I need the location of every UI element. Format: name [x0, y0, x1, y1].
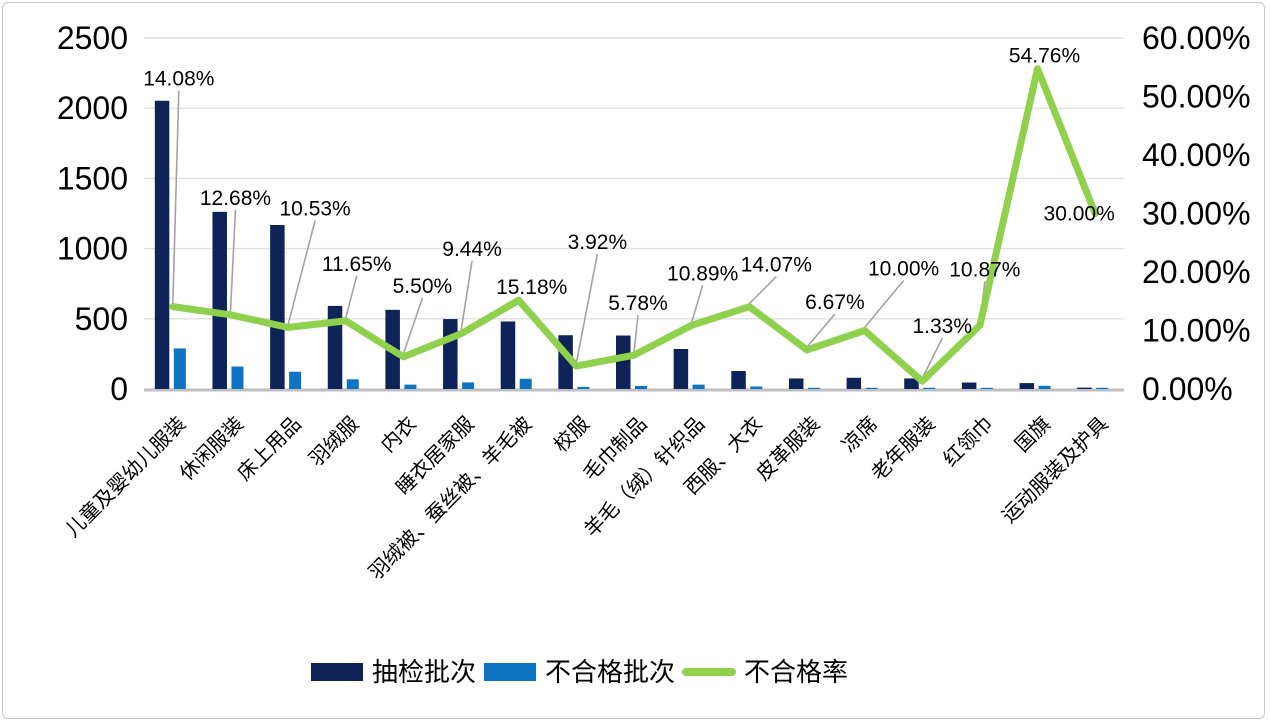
rate-data-label: 10.89% [667, 262, 738, 285]
rate-data-label: 6.67% [805, 291, 865, 314]
right-axis-tick-label: 0.00% [1142, 371, 1233, 407]
legend-swatch-failed [484, 663, 536, 681]
bar-sampled-batches [500, 321, 516, 389]
category-label: 红领巾 [939, 412, 998, 471]
right-axis-tick-label: 50.00% [1142, 79, 1251, 115]
bar-sampled-batches [731, 371, 746, 389]
left-axis-tick-label: 1500 [57, 160, 128, 196]
label-leader-line [460, 260, 473, 331]
bar-failed-batches [519, 378, 532, 389]
bar-failed-batches [1038, 385, 1051, 389]
bar-failed-batches [807, 387, 820, 389]
right-axis-tick-label: 40.00% [1142, 137, 1251, 173]
label-leader-line [575, 253, 599, 364]
bar-failed-batches [346, 379, 359, 389]
right-axis-tick-label: 60.00% [1142, 20, 1251, 56]
bar-sampled-batches [270, 225, 285, 389]
category-label: 内衣 [376, 412, 421, 457]
right-axis-tick-label: 10.00% [1142, 313, 1251, 349]
category-label: 皮革服装 [752, 412, 825, 485]
bar-failed-batches [692, 384, 705, 389]
bar-sampled-batches [904, 378, 919, 389]
left-axis-tick-label: 0 [110, 371, 128, 407]
label-leader-line [172, 90, 180, 304]
bar-failed-batches [577, 386, 590, 389]
category-label: 儿童及婴幼儿服装 [61, 412, 190, 541]
label-leader-line [863, 279, 905, 329]
label-leader-line [690, 285, 704, 323]
bar-line-combo-chart: 0 500 1000 1500 2000 2500 0.00% 10.00% 20.00% 30.… [57, 20, 1251, 687]
bar-sampled-batches [673, 348, 689, 389]
bar-failed-batches [750, 386, 763, 389]
bar-failed-batches [404, 384, 417, 389]
label-leader-line [633, 315, 639, 353]
rate-data-label: 3.92% [568, 231, 628, 254]
bar-failed-batches [865, 387, 878, 389]
rate-data-label: 9.44% [442, 238, 502, 261]
bar-sampled-batches [788, 378, 804, 389]
category-label: 国旗 [1011, 412, 1056, 457]
category-label: 运动服装及护具 [997, 412, 1112, 527]
rate-data-label: 14.08% [143, 68, 214, 91]
bar-failed-batches [231, 366, 244, 389]
rate-data-label: 5.78% [608, 292, 668, 315]
label-leader-line [921, 337, 943, 379]
legend-label: 不合格批次 [545, 657, 675, 687]
legend-label: 抽检批次 [372, 657, 476, 687]
bar-sampled-batches [154, 100, 170, 390]
legend-swatch-sampled [311, 663, 363, 681]
bar-sampled-batches [616, 335, 631, 389]
right-axis-tick-label: 30.00% [1142, 196, 1251, 232]
rate-data-label: 10.00% [868, 258, 939, 281]
left-axis-tick-label: 1000 [57, 231, 128, 267]
label-leader-line [402, 297, 424, 355]
rate-data-label: 30.00% [1044, 203, 1115, 226]
bar-failed-batches [980, 387, 993, 389]
bar-sampled-batches [443, 319, 458, 389]
category-label: 羽绒服 [305, 412, 364, 471]
bar-failed-batches [462, 382, 475, 389]
rate-data-label: 5.50% [393, 275, 453, 298]
label-leader-line [806, 313, 836, 348]
rate-line [169, 65, 1099, 385]
bar-sampled-batches [1077, 387, 1092, 389]
bar-sampled-batches [212, 211, 227, 389]
category-label: 老年服装 [867, 412, 940, 485]
bar-sampled-batches [846, 377, 862, 389]
rate-data-label: 54.76% [1009, 45, 1080, 68]
bar-failed-batches [289, 371, 302, 389]
bar-failed-batches [923, 387, 936, 389]
label-leader-line [344, 275, 358, 319]
rate-data-label: 15.18% [496, 276, 567, 299]
rate-data-label: 10.53% [280, 197, 351, 220]
bar-failed-batches [173, 348, 186, 389]
label-leader-line [748, 276, 777, 305]
left-axis-tick-label: 500 [75, 301, 128, 337]
label-leader-line [287, 220, 316, 325]
bar-sampled-batches [961, 382, 977, 389]
rate-data-label: 10.87% [949, 258, 1020, 281]
bar-failed-batches [635, 385, 647, 389]
rate-data-label: 14.07% [741, 254, 812, 277]
bar-sampled-batches [1019, 383, 1035, 389]
legend-label: 不合格率 [744, 657, 848, 687]
category-label: 床上用品 [233, 412, 306, 485]
category-label: 校服 [549, 412, 594, 457]
bar-failed-batches [1096, 387, 1109, 389]
rate-data-label: 11.65% [322, 253, 392, 276]
right-axis-tick-label: 20.00% [1142, 254, 1251, 290]
left-axis-tick-label: 2500 [57, 20, 128, 56]
rate-data-label: 1.33% [912, 315, 972, 338]
left-axis-tick-label: 2000 [57, 90, 128, 126]
bar-sampled-batches [327, 305, 343, 389]
rate-data-label: 12.68% [200, 187, 271, 210]
label-leader-line [229, 209, 237, 312]
category-label: 凉席 [838, 412, 883, 457]
